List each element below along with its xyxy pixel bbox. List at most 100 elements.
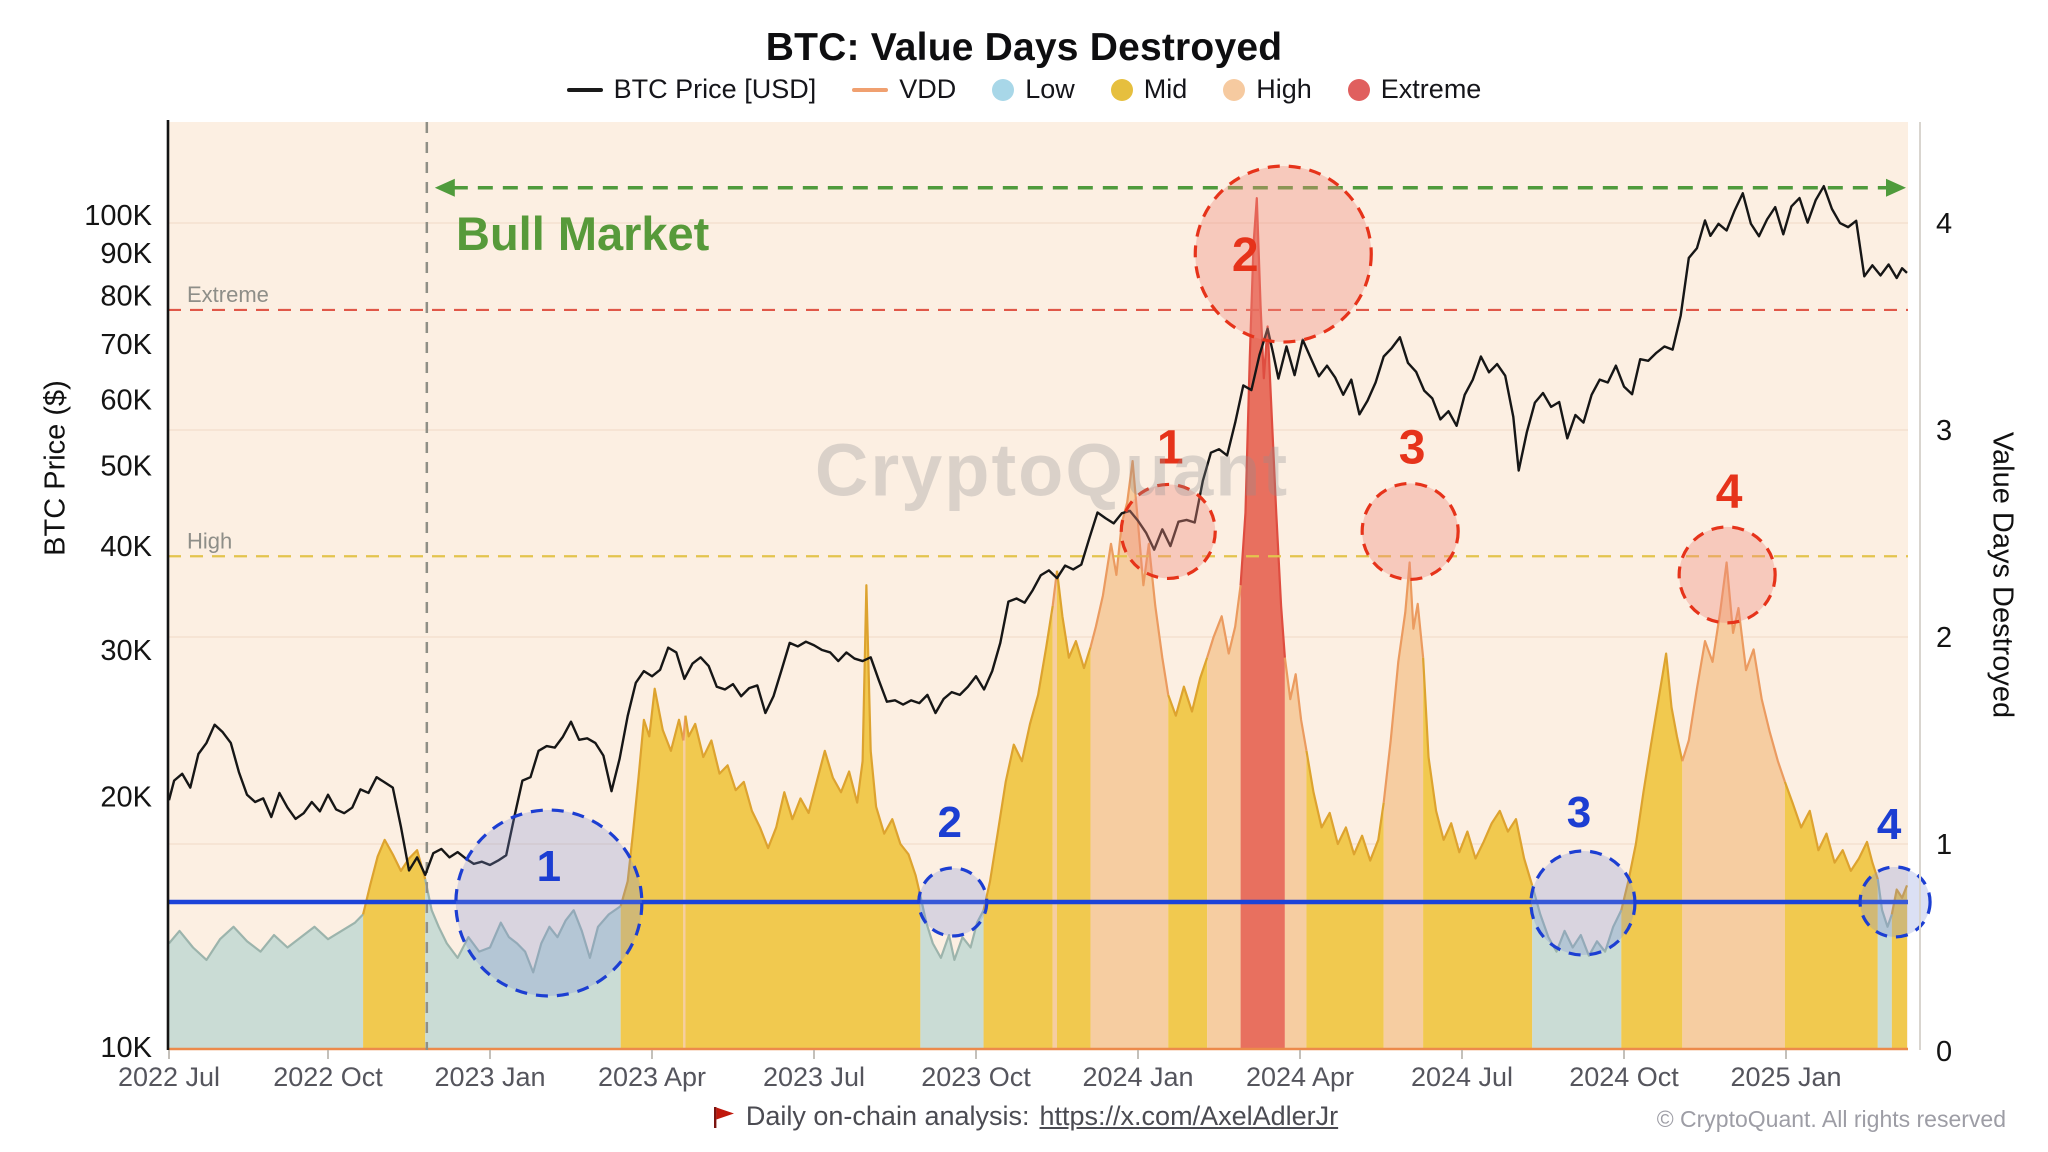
legend-item-high[interactable]: High bbox=[1223, 74, 1312, 105]
vdd-peak-number-1: 1 bbox=[1157, 421, 1184, 474]
vdd-band-mid bbox=[1168, 657, 1208, 1049]
vdd-band-mid bbox=[620, 688, 684, 1049]
vdd-trough-annotations: 1 2 3 4 bbox=[454, 788, 1932, 998]
vdd-band-high bbox=[1207, 585, 1241, 1049]
legend-label: VDD bbox=[899, 74, 957, 104]
author-link[interactable]: https://x.com/AxelAdlerJr bbox=[1039, 1101, 1339, 1131]
vdd-trough-circle-1 bbox=[454, 808, 644, 998]
legend-item-btc-price[interactable]: BTC Price [USD] bbox=[566, 74, 817, 105]
right-tick-0: 0 bbox=[1936, 1036, 1952, 1068]
left-tick-20K: 20K bbox=[100, 782, 152, 814]
bull-market-annotation: Bull Market bbox=[456, 207, 710, 260]
legend-item-mid[interactable]: Mid bbox=[1110, 74, 1188, 105]
vdd-band-high bbox=[1284, 657, 1307, 1049]
legend-label: High bbox=[1256, 74, 1312, 104]
left-tick-90K: 90K bbox=[100, 238, 152, 270]
x-tick-2022 Oct: 2022 Oct bbox=[273, 1062, 383, 1092]
left-axis-title: BTC Price ($) bbox=[39, 380, 72, 556]
low-dot-swatch-icon bbox=[992, 78, 1015, 101]
vdd-peak-circle-2 bbox=[1193, 164, 1373, 344]
x-tick-2022 Jul: 2022 Jul bbox=[118, 1062, 220, 1092]
right-tick-2: 2 bbox=[1936, 622, 1952, 654]
btc-price-line-swatch-icon bbox=[566, 87, 603, 92]
vdd-band-low bbox=[1532, 885, 1622, 1049]
red-flag-icon bbox=[713, 1106, 734, 1128]
vdd-band-mid bbox=[1891, 885, 1907, 1049]
vdd-band-high bbox=[1682, 562, 1785, 1049]
x-tick-2025 Jan: 2025 Jan bbox=[1730, 1062, 1841, 1092]
high-dot-swatch-icon bbox=[1223, 78, 1246, 101]
legend-label: Low bbox=[1025, 74, 1075, 104]
gridlines bbox=[168, 222, 1908, 845]
legend-item-vdd[interactable]: VDD bbox=[852, 74, 956, 105]
x-tick-2023 Oct: 2023 Oct bbox=[921, 1062, 1031, 1092]
vdd-band-low bbox=[169, 914, 364, 1049]
legend-item-low[interactable]: Low bbox=[992, 74, 1075, 105]
legend-item-extreme[interactable]: Extreme bbox=[1347, 74, 1482, 105]
left-tick-70K: 70K bbox=[100, 329, 152, 361]
footer-analysis-note: Daily on-chain analysis: https://x.com/A… bbox=[0, 1101, 2048, 1132]
right-tick-3: 3 bbox=[1936, 415, 1952, 447]
vdd-band-extreme bbox=[1240, 198, 1285, 1049]
vdd-band-low bbox=[1877, 879, 1892, 1049]
left-tick-50K: 50K bbox=[100, 450, 152, 482]
vdd-trough-circle-3 bbox=[1529, 849, 1637, 957]
x-tick-2024 Oct: 2024 Oct bbox=[1569, 1062, 1679, 1092]
vdd-peak-annotations: 1 2 3 4 bbox=[1119, 164, 1777, 625]
vdd-trough-number-3: 3 bbox=[1567, 788, 1591, 837]
vdd-peak-number-3: 3 bbox=[1399, 421, 1426, 474]
vdd-peak-number-2: 2 bbox=[1232, 229, 1259, 282]
chart-legend: BTC Price [USD] VDD Low Mid High Extreme bbox=[0, 74, 2048, 105]
extreme-dot-swatch-icon bbox=[1347, 78, 1370, 101]
copyright-note: © CryptoQuant. All rights reserved bbox=[1656, 1106, 2006, 1132]
left-tick-40K: 40K bbox=[100, 531, 152, 563]
vdd-peak-circle-3 bbox=[1360, 481, 1460, 582]
btc-price-line bbox=[167, 184, 1908, 877]
bull-market-arrow bbox=[434, 178, 1906, 197]
vdd-band-mid bbox=[1621, 653, 1683, 1049]
high-threshold-label: High bbox=[187, 528, 232, 553]
vdd-band-high bbox=[1052, 570, 1057, 1049]
vdd-line-swatch-icon bbox=[852, 87, 889, 92]
left-tick-10K: 10K bbox=[100, 1032, 152, 1064]
vdd-trough-circle-4 bbox=[1858, 865, 1932, 939]
x-tick-2024 Jan: 2024 Jan bbox=[1082, 1062, 1193, 1092]
vdd-band-high bbox=[683, 715, 686, 1049]
legend-label: BTC Price [USD] bbox=[613, 74, 817, 104]
vdd-trough-number-1: 1 bbox=[537, 842, 561, 891]
vdd-peak-circle-4 bbox=[1677, 525, 1777, 625]
vdd-band-mid bbox=[363, 839, 426, 1049]
vdd-trough-number-4: 4 bbox=[1877, 800, 1902, 849]
legend-label: Mid bbox=[1143, 74, 1188, 104]
vdd-band-mid bbox=[1423, 657, 1533, 1049]
right-tick-1: 1 bbox=[1936, 829, 1952, 861]
vdd-band-mid bbox=[1057, 570, 1091, 1049]
x-tick-2024 Jul: 2024 Jul bbox=[1411, 1062, 1513, 1092]
x-tick-2023 Jan: 2023 Jan bbox=[434, 1062, 545, 1092]
left-tick-100K: 100K bbox=[84, 200, 152, 232]
mid-dot-swatch-icon bbox=[1110, 78, 1133, 101]
vdd-peak-circle-1 bbox=[1119, 482, 1217, 581]
page-title: BTC: Value Days Destroyed bbox=[765, 26, 1283, 69]
extreme-threshold-label: Extreme bbox=[187, 282, 269, 307]
vdd-band-high bbox=[1383, 562, 1424, 1049]
axis-ticks: 100K 90K 80K 70K 60K 50K 40K 30K 20K 10K 4 3 2 1 0 2022… bbox=[84, 200, 1952, 1092]
vdd-band-low bbox=[425, 879, 621, 1049]
left-tick-60K: 60K bbox=[100, 385, 152, 417]
x-tick-2024 Apr: 2024 Apr bbox=[1246, 1062, 1354, 1092]
legend-label: Extreme bbox=[1380, 74, 1482, 104]
vdd-trough-circle-2 bbox=[917, 866, 989, 938]
left-tick-80K: 80K bbox=[100, 281, 152, 313]
vdd-line bbox=[168, 197, 1909, 974]
x-tick-2023 Apr: 2023 Apr bbox=[598, 1062, 706, 1092]
vdd-peak-number-4: 4 bbox=[1716, 466, 1743, 519]
vdd-band-mid bbox=[983, 605, 1053, 1049]
footer-text: Daily on-chain analysis: bbox=[745, 1101, 1030, 1131]
right-axis-title: Value Days Destroyed bbox=[1986, 431, 2019, 719]
vdd-band-mid bbox=[1784, 781, 1878, 1049]
x-tick-2023 Jul: 2023 Jul bbox=[763, 1062, 865, 1092]
vdd-band-mid bbox=[685, 585, 921, 1049]
right-tick-4: 4 bbox=[1936, 208, 1952, 240]
